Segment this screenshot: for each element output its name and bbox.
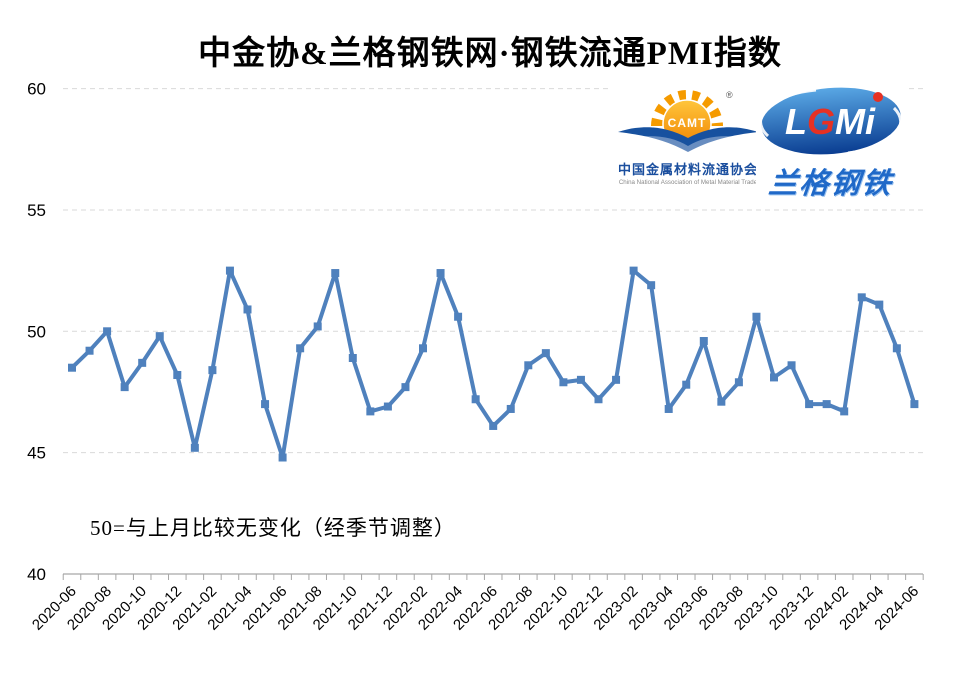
data-point-marker [471,395,480,404]
data-point-marker [875,300,884,309]
data-point-marker [699,337,708,346]
data-point-marker [734,378,743,387]
data-point-marker [910,400,919,409]
camt-name-cn: 中国金属材料流通协会 [617,162,758,177]
data-point-marker [822,400,831,409]
lgmi-letter-g: G [807,101,835,142]
annotation-note: 50=与上月比较无变化（经季节调整） [90,516,456,540]
y-axis-label: 55 [27,201,46,220]
data-point-marker [787,361,796,370]
data-point-marker [173,370,182,379]
data-point-marker [120,383,129,392]
data-point-marker [419,344,427,353]
data-point-marker [682,380,691,389]
data-point-marker [805,400,814,409]
data-point-marker [664,404,673,413]
data-point-marker [225,266,234,275]
data-point-marker [524,361,533,370]
data-point-marker [401,383,410,392]
camt-abbr: CAMT [668,116,707,130]
data-point-marker [383,402,392,411]
data-point-marker [261,400,270,409]
data-point-marker [559,378,568,387]
data-point-marker [576,375,585,384]
data-point-marker [348,353,357,362]
data-point-marker [629,266,638,275]
data-point-marker [278,453,287,462]
data-point-marker [892,344,901,353]
data-point-marker [541,349,550,358]
data-point-marker [296,344,305,353]
data-point-marker [752,312,761,321]
data-point-marker [647,281,656,290]
y-axis-label: 50 [27,322,46,341]
data-point-marker [857,293,866,302]
data-point-marker [190,443,199,452]
data-point-marker [454,312,463,321]
data-point-marker [506,404,515,413]
lgmi-logo: LGMi 兰格钢铁 [756,84,906,202]
camt-name-en: China National Association of Metal Mate… [618,179,758,186]
camt-logo: CAMT ® 中国金属材料流通协会 China National Associa… [612,86,764,186]
data-point-marker [138,358,147,367]
svg-text:LGMi: LGMi [785,101,876,142]
data-point-marker [436,269,445,278]
y-axis-label: 45 [27,444,46,463]
lgmi-letter-mi: Mi [835,101,876,142]
camt-registered-mark: ® [726,90,733,100]
data-point-marker [366,407,375,416]
data-point-marker [155,332,164,341]
data-point-marker [717,397,726,406]
data-point-marker [103,327,112,336]
lgmi-badge-icon: LGMi [759,87,903,155]
data-point-marker [208,366,217,375]
data-point-marker [243,305,252,314]
chart-title: 中金协&兰格钢铁网·钢铁流通PMI指数 [198,36,782,72]
lgmi-letter-l: L [785,101,807,142]
data-point-marker [68,363,76,372]
data-point-marker [594,395,603,404]
data-point-marker [612,375,621,384]
data-point-marker [840,407,849,416]
lgmi-name-cn: 兰格钢铁 [766,168,895,200]
y-axis-label: 40 [27,565,46,584]
data-point-marker [85,346,94,355]
data-point-marker [770,373,778,382]
data-point-marker [313,322,322,331]
data-point-marker [331,269,340,278]
data-point-marker [489,421,498,430]
y-axis-label: 60 [27,80,46,99]
camt-sun-icon: CAMT ® [618,90,758,158]
